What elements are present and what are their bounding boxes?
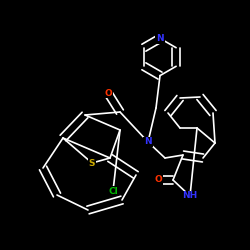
Text: NH: NH xyxy=(182,192,198,200)
Text: N: N xyxy=(156,34,164,43)
Text: N: N xyxy=(144,138,152,146)
Text: S: S xyxy=(89,158,95,168)
Text: O: O xyxy=(104,88,112,98)
Text: Cl: Cl xyxy=(108,186,118,196)
Text: O: O xyxy=(154,176,162,184)
